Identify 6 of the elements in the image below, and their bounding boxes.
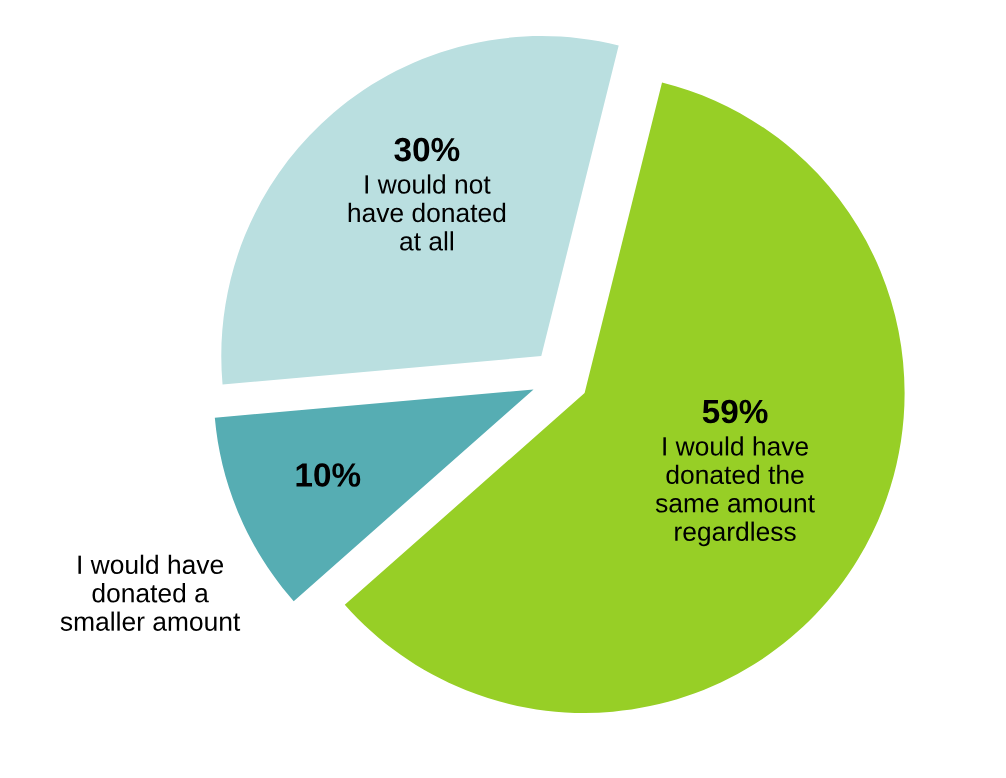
data-label: 59% (702, 399, 768, 424)
slice-label: I would have donated the same amount regardless (655, 436, 815, 547)
data-label: 10% (296, 463, 361, 487)
slice-label: I would have donated a smaller amount (60, 554, 241, 631)
data-label: 30% (394, 137, 460, 162)
slice-label: I would not have donated at all (348, 174, 506, 251)
